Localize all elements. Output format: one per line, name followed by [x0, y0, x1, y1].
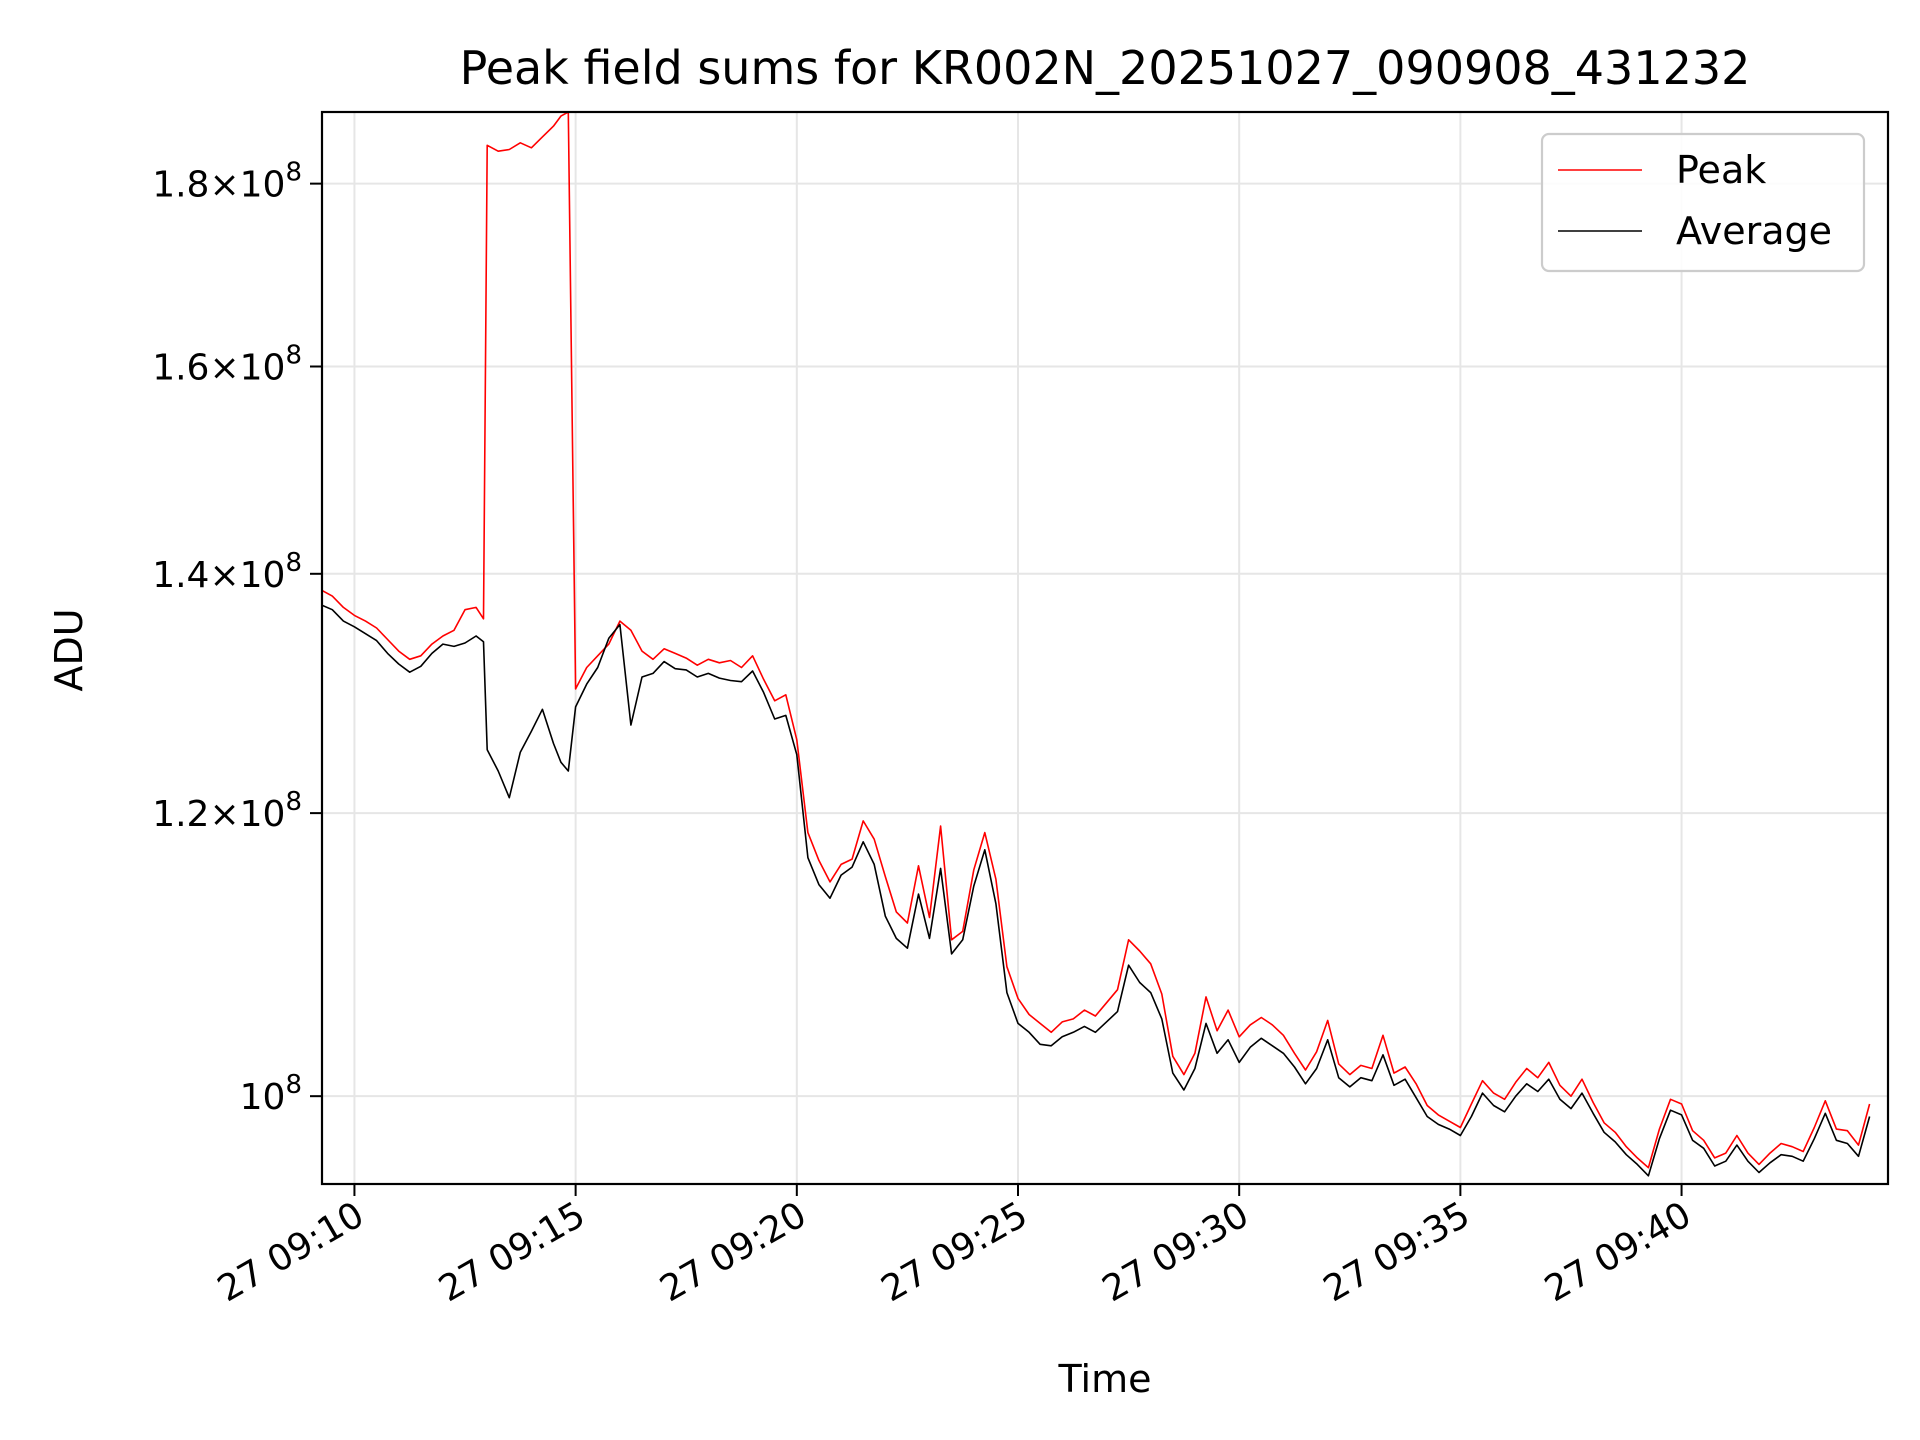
y-tick-base: 10 [240, 165, 286, 206]
y-tick-base: 10 [240, 1077, 286, 1118]
series-line-peak [322, 112, 1871, 1169]
y-tick-base: 10 [240, 794, 286, 835]
series-line-average [322, 604, 1871, 1177]
y-tick-label: 1.4×108 [152, 548, 302, 596]
y-tick-exponent: 8 [285, 548, 302, 578]
y-axis-label: ADU [47, 608, 91, 691]
plot-frame [320, 110, 1890, 1186]
y-tick-base: 10 [240, 347, 286, 388]
legend: Peak Average [1540, 132, 1866, 273]
y-tick-mantissa: 1.6 [152, 347, 209, 388]
legend-label-peak: Peak [1676, 148, 1766, 192]
y-tick-label: 1.2×108 [152, 787, 302, 835]
series-layer [322, 112, 1871, 1177]
y-tick-exponent: 8 [285, 340, 302, 370]
y-tick-mantissa: 1.4 [152, 555, 209, 596]
y-tick-times-sign: × [209, 347, 239, 388]
y-tick-exponent: 8 [285, 1070, 302, 1100]
y-tick-mantissa: 1.8 [152, 165, 209, 206]
y-tick-label: 108 [240, 1070, 302, 1118]
y-tick-label: 1.6×108 [152, 340, 302, 388]
chart-title: Peak field sums for KR002N_20251027_0909… [460, 41, 1751, 95]
x-axis-label: Time [1058, 1357, 1152, 1401]
y-tick-times-sign: × [209, 165, 239, 206]
y-tick-mantissa: 1.2 [152, 794, 209, 835]
y-tick-times-sign: × [209, 794, 239, 835]
y-tick-exponent: 8 [285, 158, 302, 188]
legend-label-average: Average [1676, 209, 1832, 253]
y-tick-exponent: 8 [285, 787, 302, 817]
y-tick-times-sign: × [209, 555, 239, 596]
legend-box [1540, 132, 1866, 273]
y-tick-label: 1.8×108 [152, 158, 302, 206]
y-tick-base: 10 [240, 555, 286, 596]
